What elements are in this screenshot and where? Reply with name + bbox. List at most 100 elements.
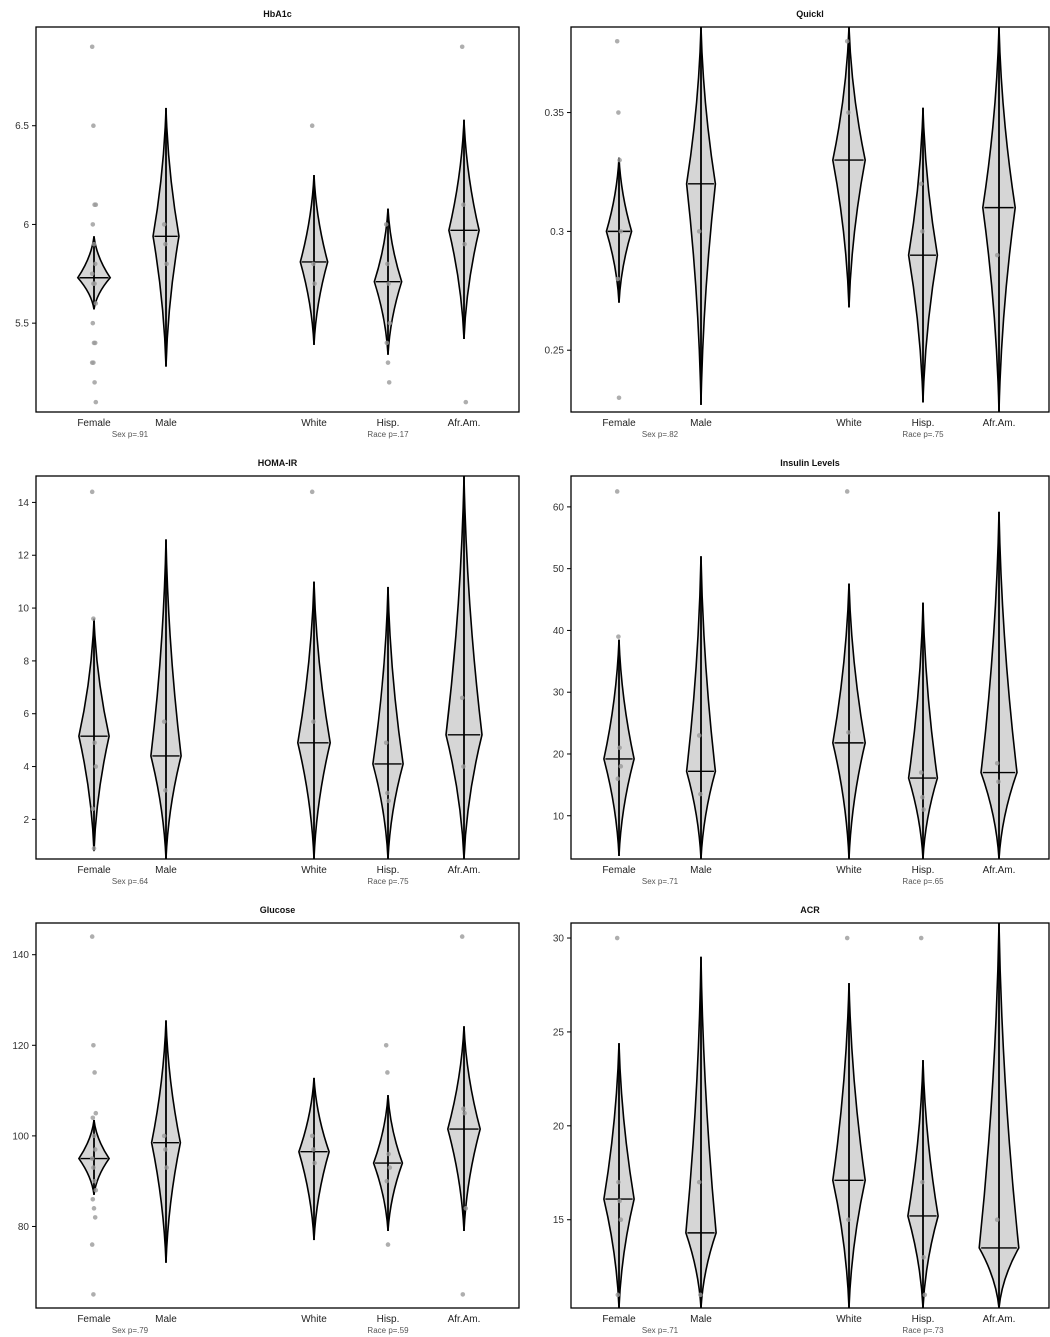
category-label: Afr.Am. [983, 865, 1016, 876]
race-p-value: Race p=.17 [367, 430, 409, 439]
category-label: Afr.Am. [983, 1314, 1016, 1325]
category-label: Afr.Am. [448, 418, 481, 429]
category-label: White [836, 865, 862, 876]
data-point [92, 281, 97, 286]
data-point [385, 1070, 390, 1075]
data-point [386, 798, 391, 804]
y-tick-label: 10 [18, 604, 30, 615]
panel-title: Quickl [796, 9, 824, 19]
data-point [93, 764, 99, 769]
data-point [161, 1133, 167, 1139]
category-label: Afr.Am. [448, 865, 481, 876]
plot-area [76, 44, 480, 405]
data-point [93, 1187, 99, 1193]
panel-frame [35, 475, 520, 860]
data-point [696, 733, 702, 738]
data-point [617, 157, 622, 163]
category-label: Hisp. [377, 865, 400, 876]
data-point [846, 1217, 851, 1223]
data-point [93, 202, 99, 207]
data-point [163, 788, 168, 793]
data-point [616, 634, 621, 639]
y-tick-label: 5.5 [15, 319, 29, 330]
data-point [996, 779, 1001, 785]
data-point [844, 489, 850, 494]
data-point [696, 229, 702, 234]
data-point [698, 1292, 703, 1298]
data-point [844, 935, 850, 941]
y-tick-label: 2 [23, 815, 29, 826]
race-p-value: Race p=.75 [367, 877, 409, 886]
category-label: White [301, 865, 327, 876]
sex-p-value: Sex p=.79 [112, 1326, 149, 1335]
y-tick-label: 50 [553, 564, 565, 575]
data-point [383, 740, 389, 746]
data-point [92, 380, 97, 385]
data-point [92, 740, 97, 746]
data-point [618, 764, 624, 769]
category-label: Male [155, 1314, 177, 1325]
data-point [994, 1217, 1000, 1223]
data-point [385, 1242, 391, 1247]
data-point [91, 241, 97, 247]
category-label: Hisp. [912, 1314, 935, 1325]
data-point [386, 281, 391, 286]
data-point [618, 229, 624, 234]
panel-frame [35, 922, 520, 1309]
data-point [164, 261, 169, 267]
y-tick-label: 15 [553, 1215, 565, 1226]
data-point [309, 489, 315, 495]
chart-panel: HbA1c 5.5 6 6.5 Female Male White Hisp. Afr.Am. S… [15, 9, 520, 439]
race-p-value: Race p=.75 [902, 430, 944, 439]
y-tick-label: 40 [553, 626, 565, 637]
data-point [90, 1115, 96, 1121]
data-point [994, 760, 1000, 766]
y-tick-label: 8 [23, 656, 29, 667]
data-point [383, 222, 389, 227]
y-tick-label: 30 [553, 934, 565, 945]
data-point [91, 360, 96, 365]
data-point [615, 276, 621, 282]
y-tick-label: 12 [18, 551, 30, 562]
y-tick-label: 100 [12, 1131, 29, 1142]
data-point [312, 281, 317, 286]
data-point [161, 719, 167, 724]
panel-frame [570, 475, 1050, 860]
data-point [461, 1106, 466, 1112]
plot-area [603, 923, 1020, 1308]
category-label: Female [77, 1314, 111, 1325]
category-label: Afr.Am. [448, 1314, 481, 1325]
panel-frame [570, 26, 1050, 413]
y-tick-label: 4 [23, 762, 29, 773]
data-point [161, 222, 167, 227]
y-tick-label: 20 [553, 749, 565, 760]
data-point [698, 791, 703, 797]
data-point [90, 222, 96, 227]
data-point [696, 1179, 702, 1185]
data-point [921, 1254, 926, 1260]
data-point [91, 1133, 97, 1139]
category-label: Female [77, 865, 111, 876]
data-point [614, 935, 620, 941]
data-point [616, 1179, 621, 1185]
data-point [312, 1160, 317, 1166]
panel-title: Insulin Levels [780, 458, 840, 468]
data-point [922, 1292, 928, 1298]
category-label: Hisp. [377, 1314, 400, 1325]
panel-frame [570, 922, 1050, 1309]
category-label: White [836, 1314, 862, 1325]
data-point [163, 241, 168, 247]
data-point [462, 241, 467, 247]
data-point [164, 1165, 169, 1170]
data-point [460, 1292, 466, 1297]
data-point [163, 1147, 168, 1152]
chart-panel: Quickl 0.25 0.3 0.35 Female Male White Hisp. Afr… [545, 9, 1050, 439]
category-label: Male [690, 1314, 712, 1325]
race-p-value: Race p=.59 [367, 1326, 409, 1335]
category-label: White [301, 1314, 327, 1325]
plot-area [605, 27, 1017, 412]
data-point [385, 261, 390, 267]
data-point [91, 1292, 96, 1297]
y-tick-label: 0.35 [545, 108, 565, 119]
